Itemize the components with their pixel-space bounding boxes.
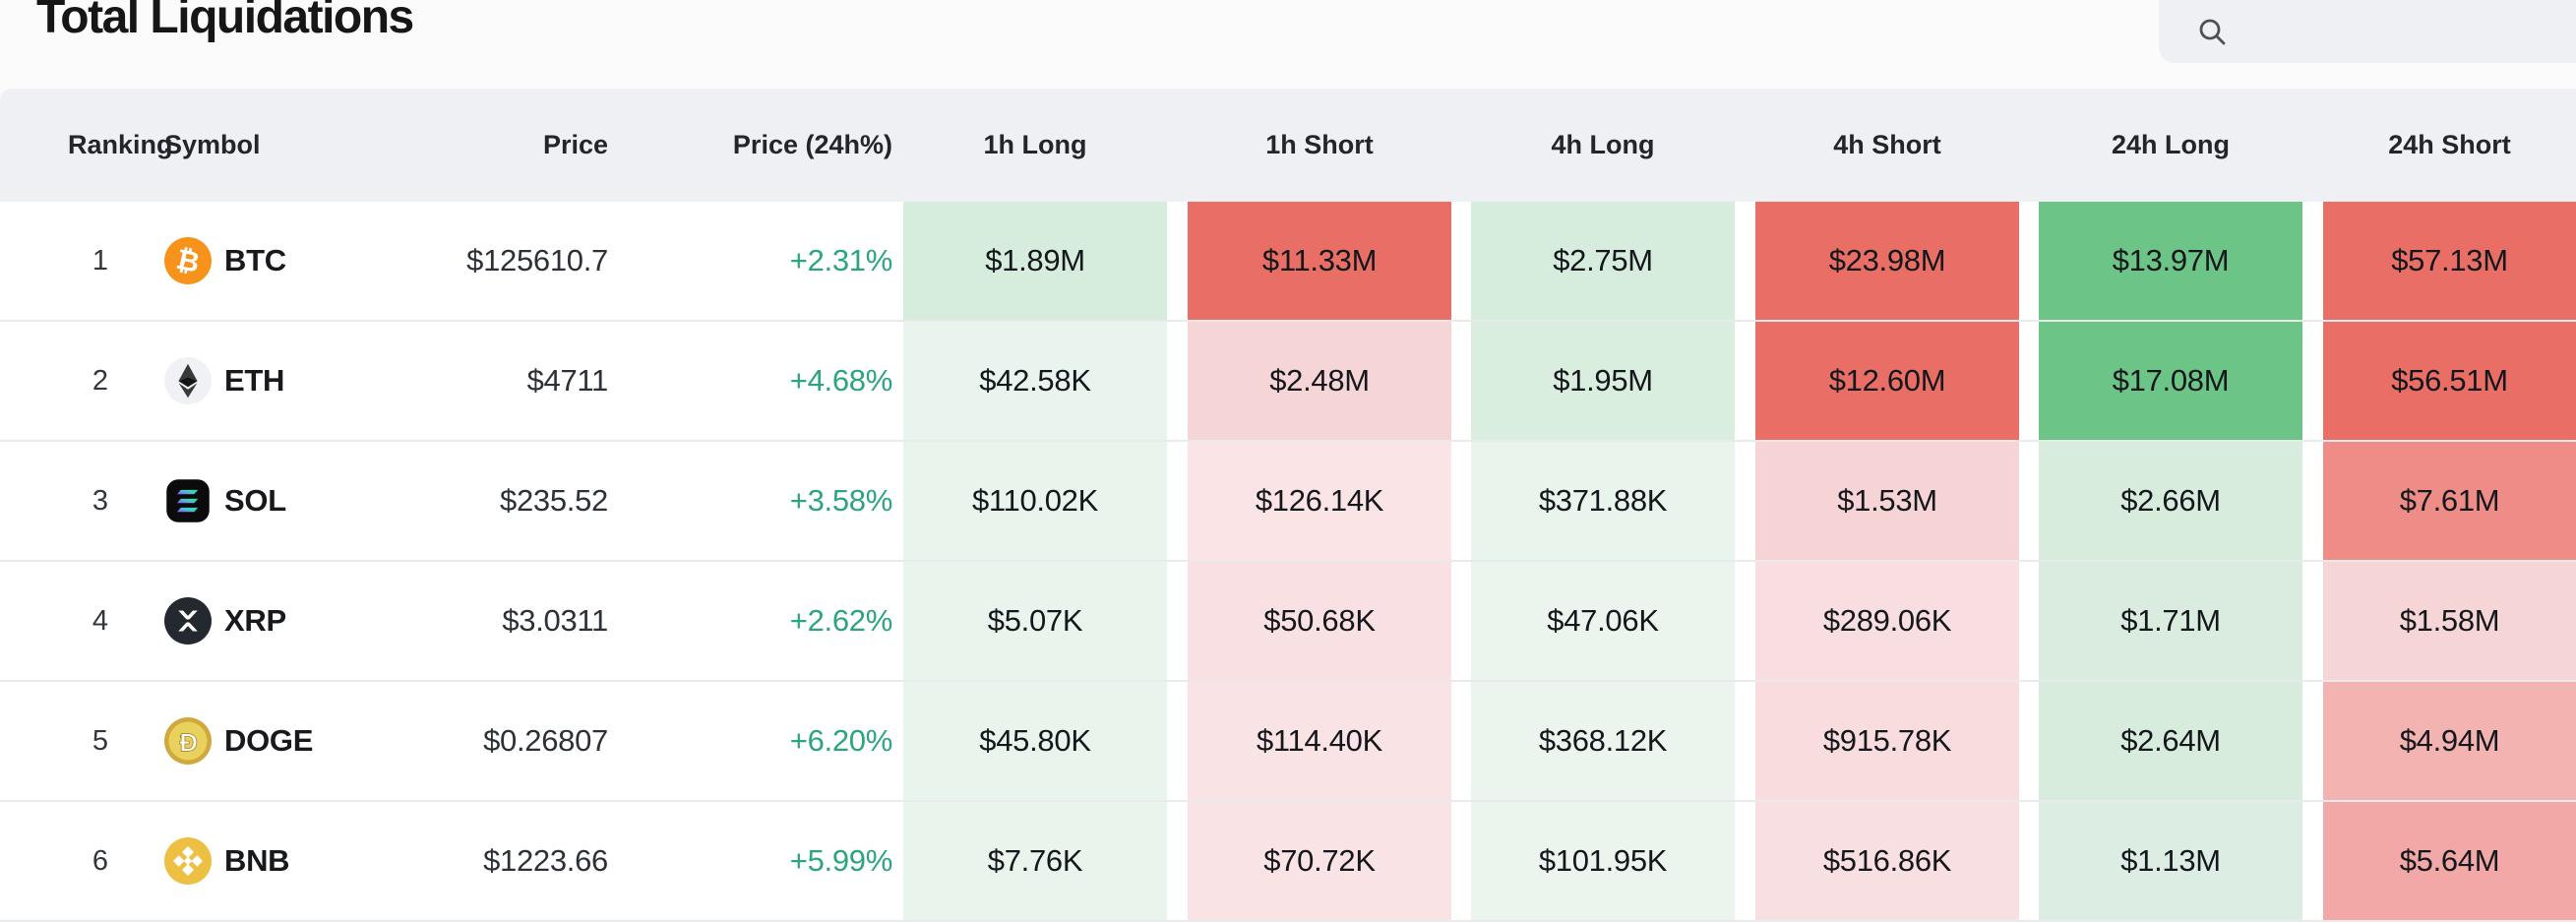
btc-coin-icon: ₿ (164, 237, 212, 284)
price-change-24h: +5.99% (789, 843, 893, 878)
header-4h-long: 4h Long (1551, 130, 1655, 159)
rank-value: 3 (92, 484, 109, 517)
symbol-cell: ₿ BTC (164, 202, 394, 320)
price-change-24h: +4.68% (789, 363, 893, 398)
liq-cell-24h-short: $1.58M (2323, 562, 2576, 680)
price-change-24h: +2.62% (789, 603, 893, 638)
rank-value: 1 (92, 244, 109, 277)
liq-cell-4h-short: $289.06K (1755, 562, 2019, 680)
symbol-cell: Đ DOGE (164, 682, 394, 800)
liq-cell-24h-short: $7.61M (2323, 442, 2576, 560)
liq-cell-24h-long: $2.66M (2039, 442, 2302, 560)
liquidations-table: Ranking Symbol Price Price (24h%) 1h Lon… (0, 89, 2576, 922)
symbol-cell: BNB (164, 802, 394, 920)
symbol-label: XRP (224, 603, 286, 638)
page-title: Total Liquidations (36, 0, 414, 43)
liq-cell-1h-long: $42.58K (903, 322, 1167, 440)
eth-coin-icon (164, 357, 212, 404)
symbol-cell: XRP (164, 562, 394, 680)
price-change-24h: +3.58% (789, 483, 893, 518)
liq-cell-4h-short: $516.86K (1755, 802, 2019, 920)
liq-cell-4h-long: $368.12K (1471, 682, 1735, 800)
liq-cell-24h-long: $2.64M (2039, 682, 2302, 800)
liq-cell-24h-long: $17.08M (2039, 322, 2302, 440)
liq-cell-1h-short: $126.14K (1188, 442, 1451, 560)
liq-cell-24h-short: $56.51M (2323, 322, 2576, 440)
header-price: Price (542, 130, 608, 159)
liq-cell-4h-long: $371.88K (1471, 442, 1735, 560)
table-row[interactable]: 6 BNB $1223.66 +5.99% $7.76K $70.72K $10… (0, 802, 2576, 922)
liq-cell-4h-long: $101.95K (1471, 802, 1735, 920)
liq-cell-4h-long: $2.75M (1471, 202, 1735, 320)
liq-cell-24h-short: $5.64M (2323, 802, 2576, 920)
header-24h-short: 24h Short (2388, 130, 2511, 159)
table-body: 1 ₿ BTC $125610.7 +2.31% $1.89M $11.33M … (0, 202, 2576, 922)
sol-coin-icon (164, 477, 212, 524)
liq-cell-1h-short: $11.33M (1188, 202, 1451, 320)
liq-cell-24h-long: $13.97M (2039, 202, 2302, 320)
price-value: $235.52 (500, 483, 608, 518)
price-value: $125610.7 (466, 243, 608, 277)
header-symbol: Symbol (164, 130, 261, 159)
liq-cell-1h-long: $1.89M (903, 202, 1167, 320)
rank-value: 4 (92, 604, 109, 637)
symbol-label: BTC (224, 243, 286, 277)
symbol-cell: ETH (164, 322, 394, 440)
liq-cell-24h-short: $4.94M (2323, 682, 2576, 800)
liq-cell-4h-short: $915.78K (1755, 682, 2019, 800)
table-row[interactable]: 5 Đ DOGE $0.26807 +6.20% $45.80K $114.40… (0, 682, 2576, 802)
header-price-24h: Price (24h%) (732, 130, 892, 159)
bnb-coin-icon (164, 837, 212, 885)
doge-coin-icon: Đ (164, 717, 212, 765)
price-value: $1223.66 (483, 843, 608, 878)
liq-cell-4h-short: $1.53M (1755, 442, 2019, 560)
liq-cell-1h-long: $7.76K (903, 802, 1167, 920)
liq-cell-1h-short: $70.72K (1188, 802, 1451, 920)
search-input[interactable] (2159, 0, 2576, 63)
rank-value: 2 (92, 364, 109, 397)
liq-cell-1h-long: $5.07K (903, 562, 1167, 680)
symbol-label: SOL (224, 483, 286, 518)
price-value: $3.0311 (502, 603, 608, 638)
svg-text:Đ: Đ (180, 730, 198, 758)
xrp-coin-icon (164, 597, 212, 645)
rank-value: 5 (92, 724, 109, 757)
price-change-24h: +2.31% (789, 243, 893, 277)
header-4h-short: 4h Short (1833, 130, 1941, 159)
liq-cell-1h-short: $114.40K (1188, 682, 1451, 800)
liq-cell-24h-long: $1.71M (2039, 562, 2302, 680)
liq-cell-1h-short: $50.68K (1188, 562, 1451, 680)
symbol-cell: SOL (164, 442, 394, 560)
liq-cell-4h-short: $12.60M (1755, 322, 2019, 440)
price-value: $4711 (526, 363, 609, 398)
header-ranking: Ranking (68, 130, 173, 159)
table-row[interactable]: 3 SOL $235.52 +3.58% $110.02K $126.14K $… (0, 442, 2576, 562)
price-value: $0.26807 (483, 723, 608, 758)
symbol-label: ETH (224, 363, 285, 398)
liq-cell-1h-short: $2.48M (1188, 322, 1451, 440)
table-row[interactable]: 1 ₿ BTC $125610.7 +2.31% $1.89M $11.33M … (0, 202, 2576, 322)
rank-value: 6 (92, 844, 109, 877)
symbol-label: BNB (224, 843, 290, 878)
liq-cell-1h-long: $110.02K (903, 442, 1167, 560)
liq-cell-24h-short: $57.13M (2323, 202, 2576, 320)
search-icon (2196, 16, 2230, 49)
table-row[interactable]: 4 XRP $3.0311 +2.62% $5.07K $50.68K $47.… (0, 562, 2576, 682)
table-row[interactable]: 2 ETH $4711 +4.68% $42.58K $2.48M $1.95M… (0, 322, 2576, 442)
header-1h-long: 1h Long (983, 130, 1087, 159)
liq-cell-24h-long: $1.13M (2039, 802, 2302, 920)
liq-cell-4h-long: $1.95M (1471, 322, 1735, 440)
price-change-24h: +6.20% (789, 723, 893, 758)
header-24h-long: 24h Long (2112, 130, 2230, 159)
symbol-label: DOGE (224, 723, 314, 758)
header-1h-short: 1h Short (1265, 130, 1374, 159)
liq-cell-4h-long: $47.06K (1471, 562, 1735, 680)
liq-cell-1h-long: $45.80K (903, 682, 1167, 800)
liq-cell-4h-short: $23.98M (1755, 202, 2019, 320)
table-header-row: Ranking Symbol Price Price (24h%) 1h Lon… (0, 89, 2576, 202)
